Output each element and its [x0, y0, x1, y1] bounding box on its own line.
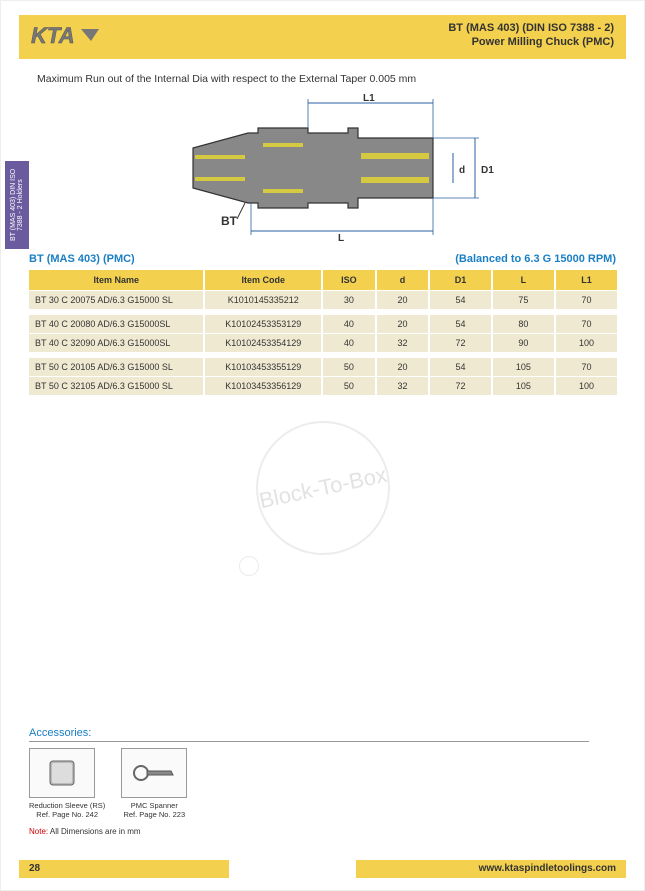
cell: BT 40 C 32090 AD/6.3 G15000SL	[29, 334, 205, 352]
table-row: BT 40 C 20080 AD/6.3 G15000SLK1010245335…	[29, 315, 617, 333]
cell: K10102453353129	[205, 315, 323, 333]
accessories-section: Accessories: Reduction Sleeve (RS)Ref. P…	[29, 727, 589, 836]
cell: K10103453355129	[205, 358, 323, 376]
spec-table: Item NameItem CodeISOdD1LL1 BT 30 C 2007…	[29, 269, 617, 396]
table-row: BT 50 C 32105 AD/6.3 G15000 SLK101034533…	[29, 377, 617, 395]
table-title-right: (Balanced to 6.3 G 15000 RPM)	[455, 253, 616, 265]
col-header: D1	[430, 270, 493, 290]
svg-text:D1: D1	[481, 165, 494, 176]
cell: 54	[430, 291, 493, 309]
cell: 100	[556, 377, 617, 395]
cell: 70	[556, 358, 617, 376]
tool-diagram: L1 L d D1 BT	[133, 93, 513, 243]
cell: 90	[493, 334, 556, 352]
runout-note: Maximum Run out of the Internal Dia with…	[37, 73, 644, 85]
footer-url: www.ktaspindletoolings.com	[356, 860, 626, 878]
table-header: BT (MAS 403) (PMC) (Balanced to 6.3 G 15…	[29, 253, 616, 265]
watermark-dot	[239, 556, 259, 576]
col-header: ISO	[323, 270, 377, 290]
cell: 20	[377, 291, 430, 309]
cell: 50	[323, 358, 377, 376]
cell: 75	[493, 291, 556, 309]
cell: 80	[493, 315, 556, 333]
accessory-ref: Ref. Page No. 242	[29, 810, 105, 819]
accessory-item: PMC SpannerRef. Page No. 223	[121, 748, 187, 819]
cell: 40	[323, 315, 377, 333]
svg-text:d: d	[459, 165, 465, 176]
dimensions-note: Note: All Dimensions are in mm	[29, 827, 589, 836]
cell: BT 50 C 20105 AD/6.3 G15000 SL	[29, 358, 205, 376]
cell: 32	[377, 377, 430, 395]
header-bar: KTA BT (MAS 403) (DIN ISO 7388 - 2) Powe…	[19, 15, 626, 59]
accessory-image	[121, 748, 187, 798]
cell: 105	[493, 358, 556, 376]
col-header: Item Name	[29, 270, 205, 290]
cell: 50	[323, 377, 377, 395]
cell: 70	[556, 315, 617, 333]
cell: BT 40 C 20080 AD/6.3 G15000SL	[29, 315, 205, 333]
cell: 40	[323, 334, 377, 352]
footer: 28 www.ktaspindletoolings.com	[1, 858, 644, 878]
cell: 20	[377, 358, 430, 376]
svg-text:KTA: KTA	[31, 23, 75, 48]
page: KTA BT (MAS 403) (DIN ISO 7388 - 2) Powe…	[0, 0, 645, 891]
cell: 72	[430, 334, 493, 352]
accessories-title: Accessories:	[29, 727, 589, 742]
accessory-image	[29, 748, 95, 798]
table-row: BT 50 C 20105 AD/6.3 G15000 SLK101034533…	[29, 358, 617, 376]
accessory-ref: Ref. Page No. 223	[121, 810, 187, 819]
accessory-item: Reduction Sleeve (RS)Ref. Page No. 242	[29, 748, 105, 819]
cell: BT 50 C 32105 AD/6.3 G15000 SL	[29, 377, 205, 395]
cell: K1010145335212	[205, 291, 323, 309]
title-line1: BT (MAS 403) (DIN ISO 7388 - 2)	[448, 21, 614, 35]
header-title: BT (MAS 403) (DIN ISO 7388 - 2) Power Mi…	[448, 21, 614, 49]
cell: 70	[556, 291, 617, 309]
logo: KTA	[31, 21, 101, 51]
cell: 30	[323, 291, 377, 309]
svg-text:L1: L1	[363, 93, 375, 104]
col-header: Item Code	[205, 270, 323, 290]
cell: 72	[430, 377, 493, 395]
cell: K10103453356129	[205, 377, 323, 395]
note-label: Note:	[29, 827, 48, 836]
accessory-name: PMC Spanner	[121, 801, 187, 810]
page-number: 28	[19, 860, 229, 878]
accessory-name: Reduction Sleeve (RS)	[29, 801, 105, 810]
cell: BT 30 C 20075 AD/6.3 G15000 SL	[29, 291, 205, 309]
cell: 100	[556, 334, 617, 352]
table-row: BT 30 C 20075 AD/6.3 G15000 SLK101014533…	[29, 291, 617, 309]
table-row: BT 40 C 32090 AD/6.3 G15000SLK1010245335…	[29, 334, 617, 352]
cell: K10102453354129	[205, 334, 323, 352]
cell: 54	[430, 358, 493, 376]
col-header: d	[377, 270, 430, 290]
svg-text:BT: BT	[221, 214, 238, 228]
title-line2: Power Milling Chuck (PMC)	[448, 35, 614, 49]
cell: 20	[377, 315, 430, 333]
col-header: L1	[556, 270, 617, 290]
cell: 105	[493, 377, 556, 395]
side-tab: BT (MAS 403) DIN ISO 7388 - 2 Holders	[5, 161, 29, 249]
cell: 32	[377, 334, 430, 352]
cell: 54	[430, 315, 493, 333]
watermark: Block-To-Box	[243, 409, 402, 568]
svg-text:L: L	[338, 233, 344, 243]
table-title-left: BT (MAS 403) (PMC)	[29, 253, 135, 265]
col-header: L	[493, 270, 556, 290]
note-text: All Dimensions are in mm	[48, 827, 140, 836]
